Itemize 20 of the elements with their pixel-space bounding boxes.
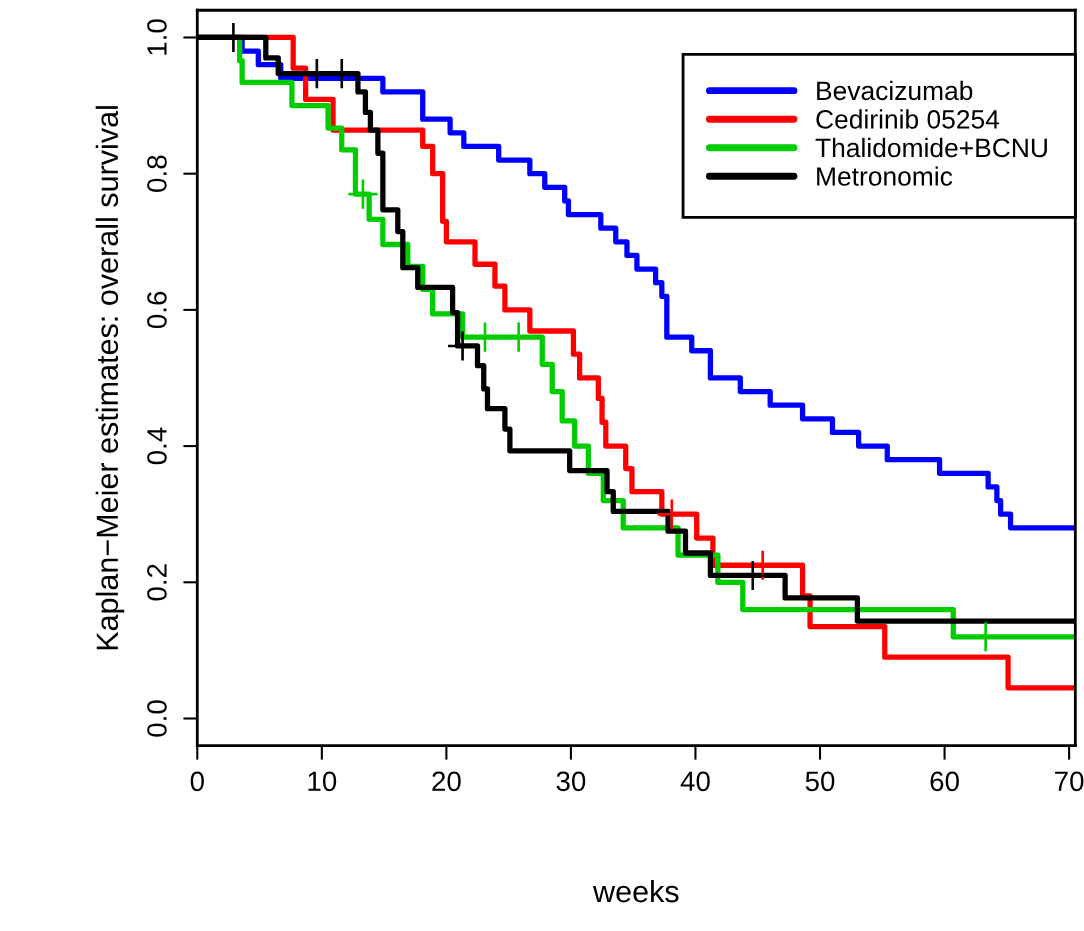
y-tick-label: 0.4 (147, 427, 167, 465)
x-tick-label: 40 (680, 771, 710, 792)
x-tick-label: 30 (556, 771, 586, 792)
x-tick-label: 70 (1055, 771, 1084, 792)
y-tick-label: 1.0 (147, 19, 167, 55)
legend-label: Cedirinib 05254 (816, 109, 1000, 129)
y-tick-label: 0.6 (147, 291, 167, 329)
x-tick-label: 0 (190, 771, 204, 792)
x-tick-label: 60 (930, 771, 959, 792)
legend-label: Metronomic (817, 166, 953, 186)
x-axis-title: weeks (592, 879, 679, 903)
y-axis-title: Kaplan−Meier estimates: overall survival (95, 106, 125, 650)
y-tick-label: 0.2 (147, 564, 167, 601)
x-tick-label: 20 (432, 771, 461, 792)
x-tick-label: 50 (805, 771, 835, 792)
x-tick-label: 10 (308, 771, 337, 792)
y-tick-label: 0.0 (147, 700, 167, 737)
y-tick-label: 0.8 (147, 155, 167, 192)
legend-label: Bevacizumab (817, 80, 973, 101)
legend-label: Thalidomide+BCNU (815, 137, 1047, 158)
